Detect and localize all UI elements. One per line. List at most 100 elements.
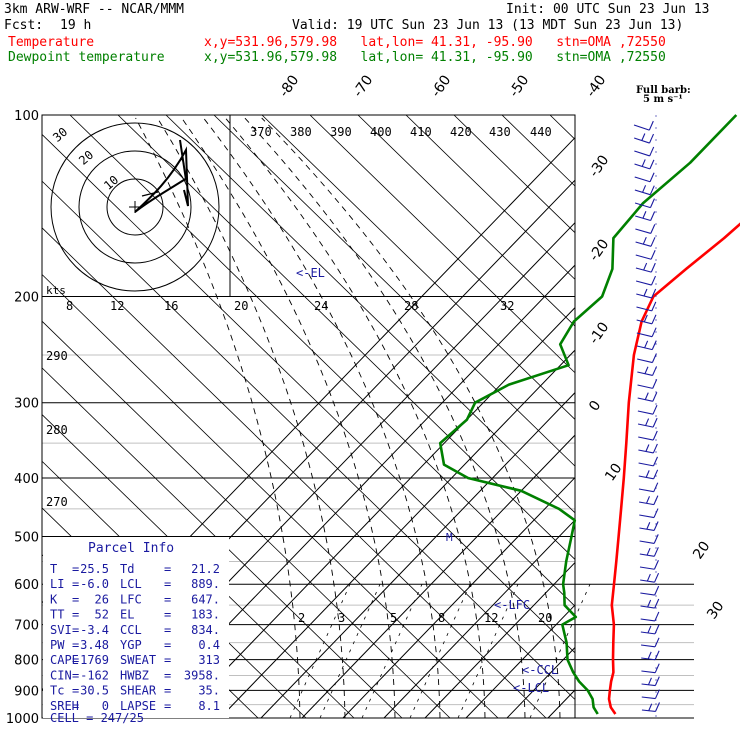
mixing-ratio-label: 24 — [314, 299, 328, 313]
parcel-param-name: TT — [50, 608, 64, 622]
wind-barb — [647, 677, 652, 686]
parcel-param-name: PW — [50, 638, 65, 652]
wind-barb — [643, 262, 648, 271]
pressure-tick-label: 400 — [14, 472, 39, 487]
mixing-ratio-label: 8 — [66, 299, 73, 313]
el-marker: <-EL — [296, 266, 325, 280]
wind-barb — [654, 689, 660, 699]
m-marker: M — [446, 531, 453, 544]
parcel-param-value: -6.0 — [80, 577, 109, 591]
parcel-param-value: 313 — [198, 653, 220, 667]
wind-barb — [646, 522, 651, 530]
wind-barb — [650, 237, 656, 247]
wind-barb — [633, 124, 650, 131]
legend-dewpoint: Dewpoint temperature — [8, 50, 165, 65]
moist-adiabat-line — [157, 117, 346, 719]
wind-barb — [643, 314, 648, 323]
parcel-param-value: 25.5 — [80, 562, 109, 576]
wind-barb — [645, 470, 650, 478]
parcel-param-value: 21.2 — [191, 562, 220, 576]
model-title: 3km ARW-WRF -- NCAR/MMM — [4, 2, 185, 17]
parcel-equals-sign: = — [164, 623, 171, 637]
theta-label: 270 — [46, 495, 68, 509]
dewpoint-profile — [438, 114, 738, 715]
parcel-equals-sign: = — [72, 638, 79, 652]
wind-barb — [654, 624, 660, 635]
mixing-ratio-line — [409, 584, 471, 719]
wind-barb — [643, 288, 648, 297]
isotherm-label: -40 — [583, 72, 609, 100]
hodograph-trace — [134, 139, 189, 213]
parcel-param-name: SWEAT — [120, 653, 156, 667]
wind-barb — [651, 327, 657, 337]
wind-barb — [635, 228, 651, 234]
isotherm-line — [260, 392, 576, 719]
wind-barb — [641, 670, 656, 674]
wind-barb — [652, 443, 658, 454]
theta-label: 370 — [250, 125, 272, 139]
wind-barb — [644, 366, 649, 374]
isotherm-line — [506, 647, 576, 719]
parcel-param-name: CCL — [120, 623, 142, 637]
dry-adiabat-line — [41, 227, 547, 719]
dry-adiabat-line — [41, 134, 576, 654]
mixing-ratio-line — [319, 584, 381, 719]
theta-label: 440 — [530, 125, 552, 139]
wind-barb — [649, 159, 655, 170]
wind-barb — [645, 496, 651, 504]
wind-barb — [639, 566, 655, 570]
parcel-param-value: 889. — [191, 577, 220, 591]
isotherm-line — [465, 604, 576, 719]
dry-adiabat-line — [69, 114, 576, 607]
pressure-tick-label: 100 — [14, 109, 39, 124]
hodograph-ring-label: 30 — [50, 125, 70, 145]
isotherm-label: -10 — [586, 319, 612, 347]
hodograph-unit-label: kts — [46, 284, 66, 297]
theta-label: 380 — [290, 125, 312, 139]
wind-barb — [639, 553, 655, 557]
wind-barb — [654, 650, 660, 660]
dry-adiabat-line — [41, 274, 499, 719]
pressure-tick-label: 1000 — [6, 712, 39, 727]
pressure-tick-label: 500 — [14, 530, 39, 545]
lfc-marker: <-LFC — [494, 598, 530, 612]
init-time: Init: 00 UTC Sun 23 Jun 13 — [506, 2, 710, 17]
theta-label: 290 — [46, 349, 68, 363]
pressure-tick-label: 300 — [14, 397, 39, 412]
wind-barb — [641, 696, 656, 700]
wind-barb — [654, 598, 660, 609]
parcel-equals-sign: = — [72, 623, 79, 637]
parcel-equals-sign: = — [72, 699, 79, 713]
wind-barb — [650, 275, 656, 286]
wind-barb — [644, 340, 649, 349]
wind-barb — [647, 599, 652, 608]
wind-barb — [651, 340, 657, 350]
wind-barb — [654, 676, 660, 686]
parcel-param-value: 52 — [95, 608, 109, 622]
forecast-hour: 19 h — [60, 18, 92, 33]
dry-adiabat-line — [357, 114, 576, 327]
parcel-param-name: LI — [50, 577, 64, 591]
isotherm-label: -80 — [276, 72, 302, 100]
pressure-tick-label: 600 — [14, 578, 39, 593]
parcel-param-name: T — [50, 562, 57, 576]
parcel-equals-sign: = — [72, 577, 79, 591]
parcel-param-name: EL — [120, 608, 134, 622]
parcel-param-value: 30.5 — [80, 684, 109, 698]
parcel-param-value: 1769 — [80, 653, 109, 667]
temperature-profile — [607, 222, 740, 715]
mixing-ratio-label: 20 — [234, 299, 248, 313]
parcel-param-name: SHEAR — [120, 684, 157, 698]
wind-barb — [642, 236, 647, 245]
wind-barb — [649, 198, 655, 208]
parcel-param-value: 3.48 — [80, 638, 109, 652]
mixing-ratio-label: 12 — [484, 611, 498, 625]
wind-barb — [652, 430, 658, 441]
wind-barb — [638, 436, 654, 441]
lcl-marker: <-LCL — [513, 681, 549, 695]
isotherm-line — [219, 349, 576, 719]
parcel-param-name: SVI — [50, 623, 72, 637]
parcel-equals-sign: = — [164, 562, 171, 576]
wind-barb — [651, 353, 657, 363]
